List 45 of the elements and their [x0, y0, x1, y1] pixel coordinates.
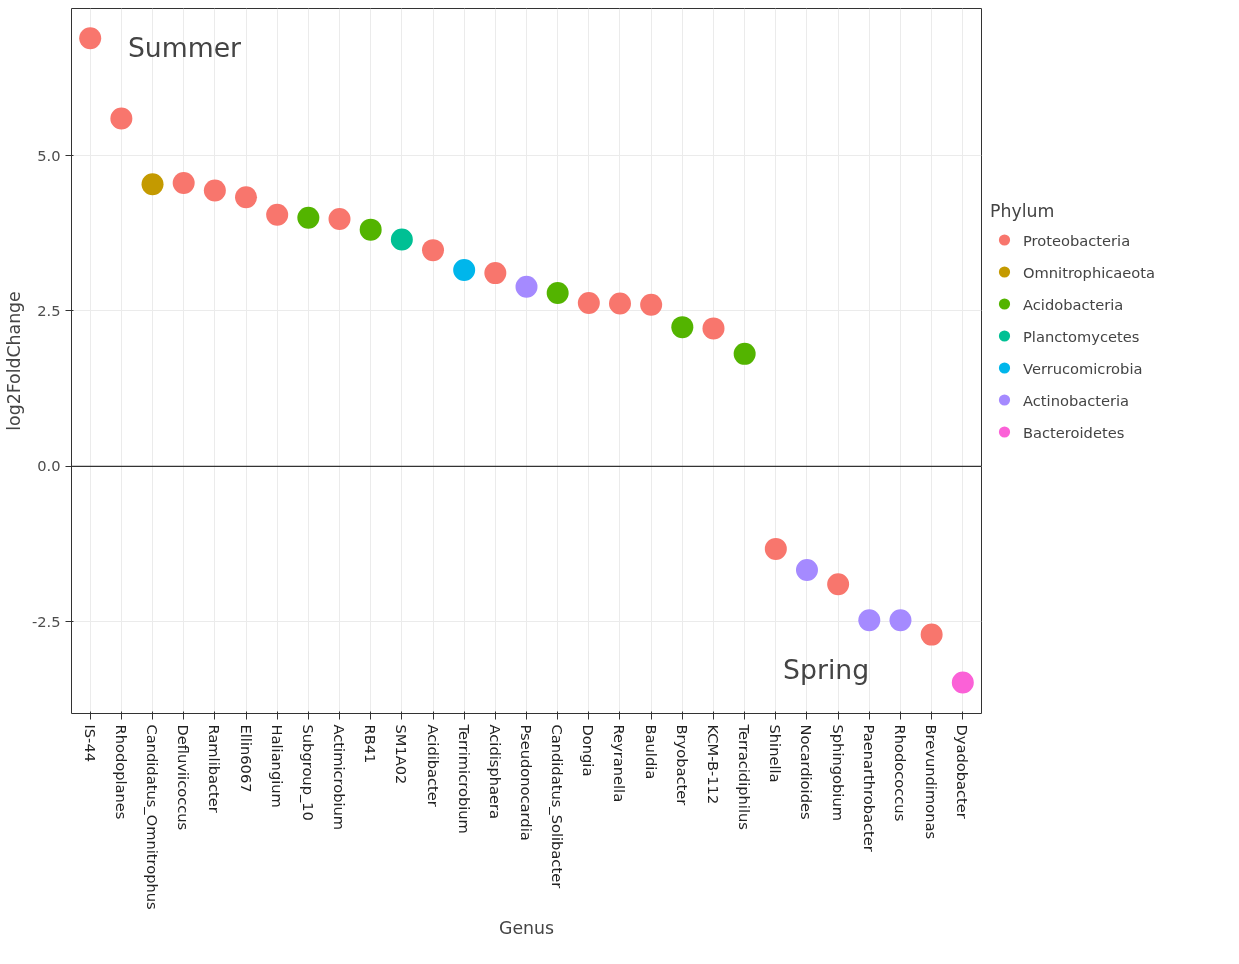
legend-label: Verrucomicrobia: [1023, 358, 1143, 378]
x-tick-label: Haliangium: [268, 724, 286, 808]
x-tick-label: Nocardioides: [798, 724, 816, 820]
y-axis-title: log2FoldChange: [3, 291, 24, 431]
x-tick-label: Subgroup_10: [299, 724, 317, 821]
x-tick-label: Actimicrobium: [331, 724, 349, 831]
x-tick-label: Pseudonocardia: [518, 724, 535, 841]
legend-label: Bacteroidetes: [1023, 422, 1125, 442]
x-tick-label: Rhodoplanes: [112, 724, 130, 820]
x-tick-label: Reyranella: [611, 724, 629, 803]
x-tick-label: Paenarthrobacter: [860, 724, 878, 853]
x-tick-label: Sphingobium: [829, 724, 847, 821]
legend-label: Planctomycetes: [1023, 326, 1140, 347]
x-axis-title: Genus: [498, 917, 555, 938]
x-tick-label: Brevundimonas: [923, 724, 941, 840]
legend-label: Proteobacteria: [1023, 230, 1131, 250]
x-tick-label: Bryobacter: [673, 724, 691, 807]
x-tick-label: SM1A02: [393, 724, 411, 785]
x-tick-label: Shinella: [767, 724, 785, 783]
x-tick-label: RB41: [362, 724, 380, 764]
x-tick-label: KCM-B-112: [704, 724, 722, 805]
x-tick-label: Acidisphaera: [486, 724, 504, 820]
x-tick-label: Ellin6067: [237, 724, 255, 793]
annotation: Spring: [783, 654, 870, 686]
x-tick-label: Defluviicoccus: [175, 724, 193, 831]
x-tick-label: Terrimicrobium: [455, 723, 473, 834]
y-tick-label: -2.5: [31, 612, 61, 630]
x-tick-label: Terracidiphilus: [736, 723, 754, 830]
x-tick-label: Rhodococcus: [891, 724, 909, 822]
x-tick-label: Dyadobacter: [954, 724, 972, 820]
legend-title: Phylum: [990, 200, 1056, 221]
x-tick-label: Dongia: [580, 724, 598, 777]
x-tick-label: Bauldia: [642, 724, 660, 780]
legend-label: Actinobacteria: [1023, 390, 1130, 410]
x-tick-label: Acidibacter: [424, 724, 442, 808]
legend-label: Acidobacteria: [1023, 294, 1124, 314]
x-tick-label: Ramlibacter: [206, 724, 224, 814]
x-tick-label: IS-44: [81, 724, 99, 763]
y-tick-label: 2.5: [37, 302, 61, 319]
y-tick-label: 5.0: [37, 146, 61, 164]
x-tick-label: Candidatus_Omnitrophus: [144, 724, 162, 910]
y-tick-label: 0.0: [37, 457, 61, 475]
x-tick-label: Candidatus_Solibacter: [549, 724, 567, 890]
annotation: Summer: [127, 32, 242, 64]
legend-label: Omnitrophicaeota: [1023, 262, 1156, 283]
